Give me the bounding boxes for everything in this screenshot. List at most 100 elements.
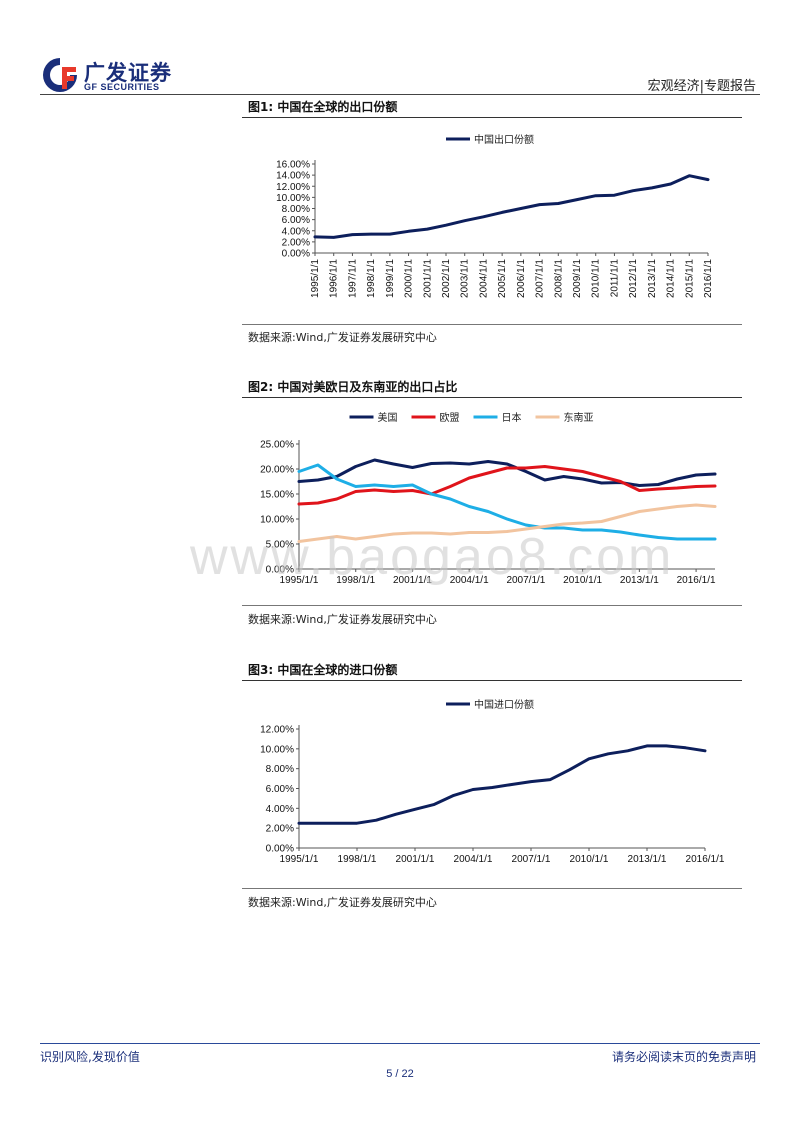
data-point-series-1 <box>297 480 301 483</box>
brand-logo: 广发证券 GF SECURITIES <box>40 55 180 95</box>
x-tick-label: 2008/1/1 <box>553 259 564 298</box>
data-point-series-4 <box>675 505 679 508</box>
x-tick-label: 2013/1/1 <box>620 575 659 586</box>
data-point-series-1 <box>316 478 320 482</box>
data-point-series-1 <box>543 478 547 482</box>
y-tick-label: 2.00% <box>282 237 310 248</box>
data-point-series-1 <box>482 215 485 219</box>
y-tick-label: 6.00% <box>282 215 310 226</box>
data-point-series-1 <box>568 768 571 771</box>
legend-label-series-1: 中国进口份额 <box>474 698 534 711</box>
y-tick-label: 4.00% <box>282 226 310 237</box>
data-point-series-1 <box>394 813 397 816</box>
data-point-series-4 <box>619 515 622 518</box>
y-tick-label: 16.00% <box>276 160 310 171</box>
data-point-series-1 <box>675 477 679 481</box>
data-point-series-1 <box>467 462 471 466</box>
x-tick-label: 2004/1/1 <box>478 259 489 298</box>
figure-1-bottom-rule <box>242 324 742 325</box>
data-point-series-3 <box>486 510 490 513</box>
x-tick-label: 1996/1/1 <box>329 259 340 298</box>
data-point-series-1 <box>317 822 320 825</box>
data-point-series-3 <box>449 497 452 501</box>
y-tick-label: 0.00% <box>282 249 310 260</box>
data-point-series-1 <box>354 465 357 468</box>
x-tick-label: 2005/1/1 <box>497 259 508 298</box>
data-point-series-4 <box>694 503 698 507</box>
data-point-series-1 <box>297 822 301 825</box>
data-point-series-1 <box>336 822 339 825</box>
line-series-1 <box>297 744 707 825</box>
data-point-series-1 <box>351 233 354 236</box>
logo-chinese-text: 广发证券 <box>84 61 172 85</box>
data-point-series-1 <box>332 236 335 239</box>
data-point-series-3 <box>392 485 395 488</box>
footer-disclaimer-link[interactable]: 请务必阅读末页的免责声明 <box>611 1050 756 1064</box>
data-point-series-2 <box>675 486 679 490</box>
data-point-series-2 <box>467 476 471 480</box>
chart-legend: 中国进口份额 <box>446 698 534 711</box>
data-point-series-1 <box>607 752 610 755</box>
x-tick-label: 2000/1/1 <box>404 259 415 298</box>
data-point-series-1 <box>631 189 635 192</box>
data-point-series-3 <box>467 505 471 508</box>
data-point-series-2 <box>392 490 395 493</box>
page-number: 5 / 22 <box>386 1068 414 1080</box>
y-tick-label: 12.00% <box>276 182 310 193</box>
data-point-series-2 <box>354 490 357 493</box>
report-section: 宏观经济|专题报告 <box>647 79 756 94</box>
import-share-chart: 中国进口份额 0.00% 2.00% 4.00% 6.00% 8.00% 10.00% 12.… <box>260 698 725 865</box>
export-destination-chart: 美国 欧盟 日本 东南亚 0.00% 5.00% 10.00% 15.00% 20.00% 25.… <box>260 411 717 586</box>
data-point-series-1 <box>524 470 528 473</box>
data-point-series-1 <box>669 182 672 186</box>
y-tick-label: 2.00% <box>266 824 294 835</box>
data-point-series-2 <box>600 475 603 478</box>
data-point-series-4 <box>543 525 547 528</box>
data-point-series-1 <box>626 749 629 753</box>
data-point-series-1 <box>486 460 490 463</box>
data-point-series-3 <box>316 463 320 467</box>
data-point-series-3 <box>373 483 376 487</box>
figure-1-top-rule <box>242 117 742 118</box>
x-tick-label: 2010/1/1 <box>563 575 602 586</box>
data-point-series-2 <box>297 502 301 506</box>
x-tick-label: 2006/1/1 <box>516 259 527 298</box>
data-point-series-1 <box>411 466 414 469</box>
data-point-series-4 <box>524 527 528 531</box>
figure-1-source: 数据来源:Wind,广发证券发展研究中心 <box>248 331 437 344</box>
x-tick-label: 1995/1/1 <box>280 854 319 865</box>
data-point-series-2 <box>694 485 698 488</box>
data-point-series-1 <box>426 227 429 231</box>
x-tick-label: 2007/1/1 <box>512 854 551 865</box>
figure-1-title: 图1: 中国在全球的出口份额 <box>248 100 398 114</box>
x-tick-label: 2001/1/1 <box>393 575 432 586</box>
data-point-series-1 <box>519 207 523 210</box>
x-tick-label: 2016/1/1 <box>677 575 716 586</box>
data-point-series-2 <box>486 471 490 475</box>
x-tick-label: 1998/1/1 <box>366 259 377 298</box>
data-point-series-3 <box>430 492 433 496</box>
data-point-series-1 <box>557 202 560 205</box>
data-point-series-3 <box>600 528 603 532</box>
data-point-series-2 <box>505 466 509 470</box>
data-point-series-3 <box>297 470 301 473</box>
data-point-series-4 <box>430 531 433 535</box>
x-tick-label: 1998/1/1 <box>338 854 377 865</box>
legend-label-series-2: 欧盟 <box>440 412 460 424</box>
x-tick-label: 2011/1/1 <box>609 259 620 298</box>
y-tick-label: 14.00% <box>276 171 310 182</box>
chart-legend: 美国 欧盟 日本 东南亚 <box>349 411 594 424</box>
x-tick-label: 1995/1/1 <box>310 259 321 298</box>
data-point-series-4 <box>297 540 301 543</box>
data-point-series-1 <box>505 462 509 466</box>
data-point-series-1 <box>600 481 603 485</box>
x-tick-label: 2007/1/1 <box>506 575 545 586</box>
data-point-series-4 <box>657 507 660 511</box>
data-point-series-1 <box>407 230 410 233</box>
data-point-series-1 <box>650 186 654 190</box>
data-point-series-2 <box>335 497 339 501</box>
footer-slogan: 识别风险,发现价值 <box>40 1050 140 1064</box>
data-point-series-3 <box>675 537 679 541</box>
data-point-series-2 <box>619 480 622 483</box>
x-tick-label: 2010/1/1 <box>570 854 609 865</box>
